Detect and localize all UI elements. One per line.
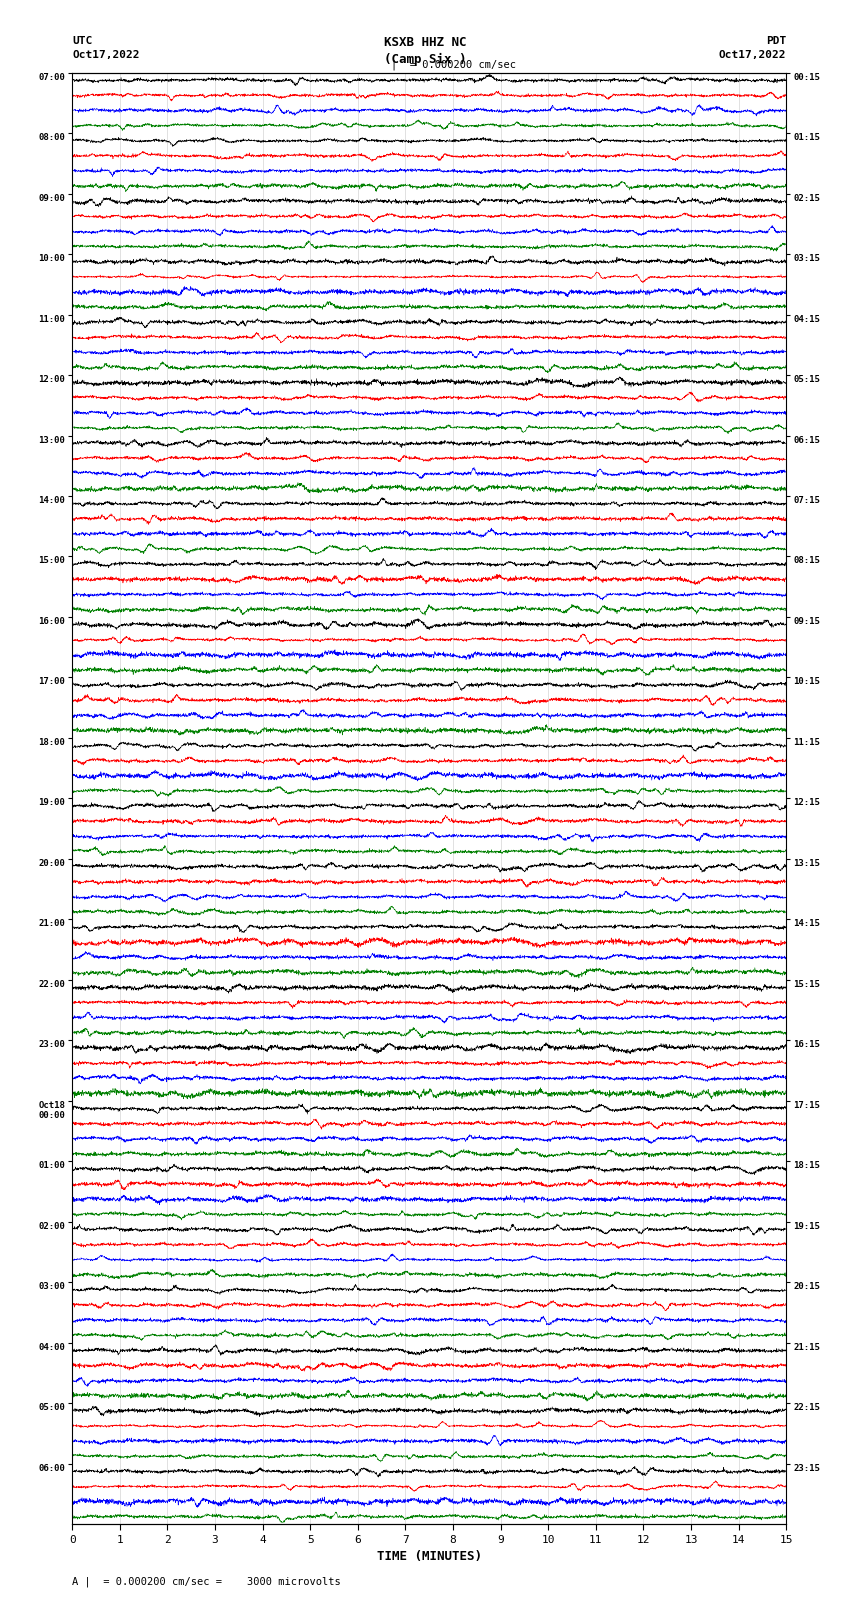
Text: KSXB HHZ NC
(Camp Six ): KSXB HHZ NC (Camp Six ) [383, 37, 467, 66]
Text: Oct17,2022: Oct17,2022 [72, 50, 139, 60]
Text: Oct17,2022: Oct17,2022 [719, 50, 786, 60]
Text: UTC: UTC [72, 37, 93, 47]
Text: PDT: PDT [766, 37, 786, 47]
Text: A |  = 0.000200 cm/sec =    3000 microvolts: A | = 0.000200 cm/sec = 3000 microvolts [72, 1576, 341, 1587]
Text: |  = 0.000200 cm/sec: | = 0.000200 cm/sec [391, 60, 516, 71]
X-axis label: TIME (MINUTES): TIME (MINUTES) [377, 1550, 482, 1563]
